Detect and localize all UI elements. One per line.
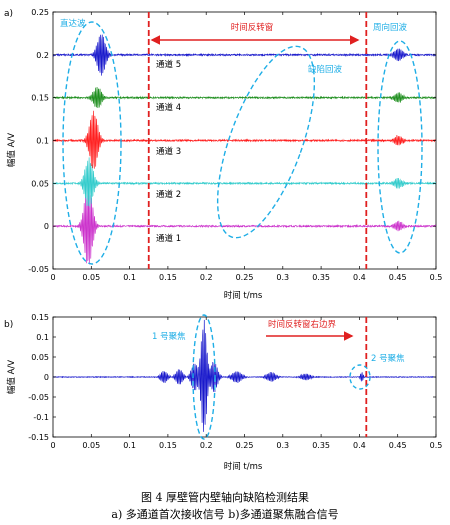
x-tick-label: 0.35 — [312, 441, 330, 450]
focus1-ellipse — [192, 314, 216, 440]
right-boundary-label: 时间反转窗右边界 — [268, 319, 337, 330]
vlines-a — [147, 12, 368, 269]
x-tick-label: 0.5 — [430, 441, 443, 450]
x-tick-label: 0.4 — [353, 273, 366, 282]
y-tick-label: 0.15 — [31, 313, 49, 322]
y-tick-label: 0.1 — [36, 137, 49, 146]
direct-wave-ellipse — [62, 21, 122, 265]
x-tick-label: 0.45 — [389, 441, 407, 450]
direct-wave-label: 直达波 — [60, 18, 86, 29]
series-line — [53, 319, 436, 432]
focus2-ellipse — [349, 364, 371, 390]
x-tick-label: 0.05 — [82, 273, 100, 282]
y-tick-label: 0 — [44, 373, 49, 382]
x-axis-label-b: 时间 t/ms — [224, 461, 263, 472]
panel-tag-b: b) — [4, 320, 13, 330]
figure-caption-subtitle: a) 多通道首次接收信号 b)多通道聚焦融合信号 — [111, 508, 339, 521]
time-window-label: 时间反转窗 — [231, 22, 274, 33]
series-line — [53, 110, 436, 169]
x-tick-label: 0.1 — [123, 273, 136, 282]
x-tick-label: 0.4 — [353, 441, 366, 450]
y-tick-label: -0.05 — [28, 265, 49, 274]
x-tick-label: 0.3 — [276, 273, 289, 282]
x-tick-label: 0.15 — [159, 441, 177, 450]
series-group-a — [53, 34, 436, 265]
series-line — [53, 87, 436, 108]
panel-tag-a: a) — [4, 9, 13, 19]
x-tick-label: 0.05 — [82, 441, 100, 450]
y-tick-label: 0.05 — [31, 353, 49, 362]
y-tick-label: 0.2 — [36, 51, 49, 60]
series-line — [53, 157, 436, 207]
figure-caption-title: 图 4 厚壁管内壁轴向缺陷检测结果 — [141, 491, 309, 504]
channel-label-5: 通道 5 — [156, 59, 181, 70]
x-tick-label: 0.2 — [200, 441, 213, 450]
channel-label-3: 通道 3 — [156, 146, 181, 157]
y-tick-label: -0.05 — [28, 393, 49, 402]
chart-b: 0 0.05 0.1 0.15 0.2 0.25 0.3 0.35 0.4 0.45 0.5 -0.1… — [4, 313, 442, 472]
series-line — [53, 34, 436, 76]
y-tick-label: 0.1 — [36, 333, 49, 342]
channel-label-1: 通道 1 — [156, 233, 181, 244]
series-line — [53, 186, 436, 265]
y-tick-label: 0.05 — [31, 179, 49, 188]
x-tick-label: 0.2 — [200, 273, 213, 282]
ticks-a: 0 0.05 0.1 0.15 0.2 0.25 0.3 0.35 0.4 0.45 0.5 -0.0… — [28, 8, 442, 282]
ticks-b: 0 0.05 0.1 0.15 0.2 0.25 0.3 0.35 0.4 0.45 0.5 -0.1… — [28, 313, 442, 450]
y-tick-label: 0.25 — [31, 8, 49, 17]
channel-label-4: 通道 4 — [156, 102, 181, 113]
focus2-label: 2 号聚焦 — [371, 353, 405, 364]
x-tick-label: 0.3 — [276, 441, 289, 450]
x-tick-label: 0.5 — [430, 273, 443, 282]
y-axis-label-b: 幅值 A/V — [6, 360, 17, 394]
series-group-b — [53, 319, 436, 432]
circumferential-echo-ellipse — [377, 40, 423, 254]
x-tick-label: 0.45 — [389, 273, 407, 282]
circumferential-echo-label: 周向回波 — [373, 22, 408, 33]
y-tick-label: 0 — [44, 222, 49, 231]
x-tick-label: 0 — [50, 441, 55, 450]
x-tick-label: 0.25 — [236, 273, 254, 282]
chart-a: 0 0.05 0.1 0.15 0.2 0.25 0.3 0.35 0.4 0.45 0.5 -0.0… — [4, 8, 442, 301]
y-tick-label: 0.15 — [31, 94, 49, 103]
defect-echo-label: 缺陷回波 — [308, 64, 343, 75]
y-tick-label: -0.15 — [28, 433, 49, 442]
x-tick-label: 0.1 — [123, 441, 136, 450]
defect-echo-ellipse — [216, 45, 316, 239]
x-tick-label: 0 — [50, 273, 55, 282]
channel-label-2: 通道 2 — [156, 189, 181, 200]
y-axis-label-a: 幅值 A/V — [6, 133, 17, 167]
focus1-label: 1 号聚焦 — [152, 331, 186, 342]
y-tick-label: -0.1 — [33, 413, 49, 422]
x-tick-label: 0.15 — [159, 273, 177, 282]
x-axis-label-a: 时间 t/ms — [224, 290, 263, 301]
x-tick-label: 0.25 — [236, 441, 254, 450]
x-tick-label: 0.35 — [312, 273, 330, 282]
